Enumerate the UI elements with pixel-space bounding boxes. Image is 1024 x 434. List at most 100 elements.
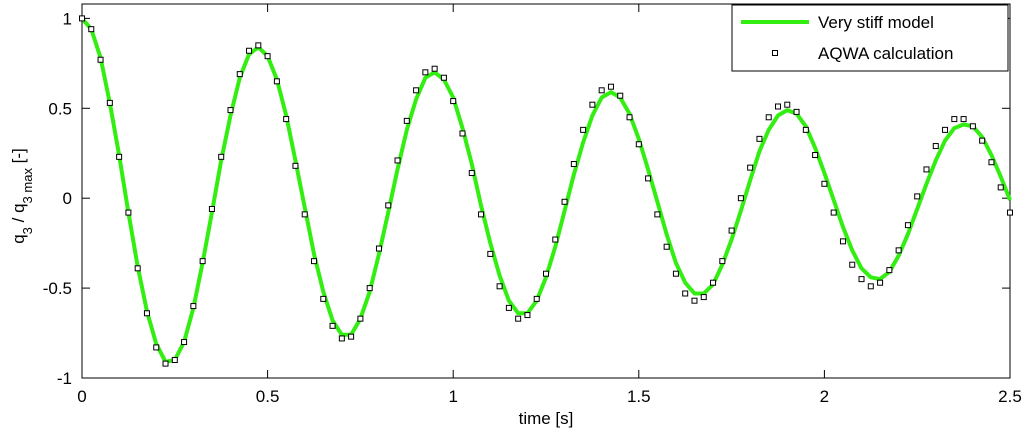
y-axis-label-part: q [9,234,28,243]
legend-label: Very stiff model [818,13,934,32]
x-axis-label: time [s] [519,409,574,428]
data-point [524,312,531,319]
data-point [125,209,132,216]
x-tick-label: 2.5 [998,387,1022,406]
data-point [691,297,698,304]
data-point [218,153,225,160]
data-point [645,175,652,182]
data-point [162,360,169,367]
data-point [375,245,382,252]
data-point [106,99,113,106]
y-axis-label-part: [-] [9,148,28,168]
data-point [635,141,642,148]
series-line [80,17,1012,364]
data-point [710,279,717,286]
data-point [496,283,503,290]
y-tick-label: -0.5 [43,279,72,298]
data-point [663,243,670,250]
data-point [88,26,95,33]
x-tick-label: 0 [77,387,86,406]
data-point [348,333,355,340]
data-point [886,267,893,274]
data-point [858,276,865,283]
data-point [942,126,949,133]
data-point [914,193,921,200]
data-point [839,238,846,245]
data-point [830,209,837,216]
data-point [552,236,559,243]
data-point [626,114,633,121]
data-point [255,42,262,49]
y-tick-label: 1 [63,9,72,28]
data-point [580,126,587,133]
data-point [236,71,243,78]
legend-label: AQWA calculation [818,44,953,63]
data-point [338,335,345,342]
data-point [320,295,327,302]
data-point [301,211,308,218]
data-point [329,322,336,329]
data-point [153,344,160,351]
y-tick-label: 0.5 [48,99,72,118]
y-tick-label: 0 [63,189,72,208]
data-point [487,250,494,257]
y-axis-label-part: 3 [20,227,35,234]
data-point [116,153,123,160]
data-point [468,170,475,177]
data-point [969,123,976,130]
data-point [357,315,364,322]
legend-box [731,4,1009,72]
data-point [181,339,188,346]
data-point [283,116,290,123]
data-point [756,135,763,142]
y-tick-label: -1 [57,369,72,388]
data-point [403,117,410,124]
data-point [366,285,373,292]
data-point [264,53,271,60]
data-point [747,164,754,171]
data-point [682,290,689,297]
x-tick-label: 0.5 [256,387,280,406]
data-point [171,357,178,364]
data-point [440,74,447,81]
data-point [867,283,874,290]
data-point [543,270,549,277]
data-point [802,126,809,133]
axes-box [81,3,1011,379]
data-point [311,258,317,265]
data-point [1007,209,1013,216]
data-point [821,180,828,187]
data-point [607,83,614,90]
data-point [654,211,661,218]
data-point [923,166,930,173]
data-point [932,143,939,150]
data-point [208,205,215,212]
legend-marker [772,50,778,56]
data-point [190,303,197,310]
data-point [737,195,744,202]
data-point [79,15,85,22]
data-point [849,261,856,268]
data-point [589,101,596,108]
y-axis-label: q3 / q3 max [-] [9,148,35,244]
data-point [97,56,104,63]
data-point [719,258,726,265]
data-point [988,159,995,166]
data-point [246,47,253,54]
data-point [143,310,150,317]
data-point [292,162,299,169]
data-point [570,161,577,168]
data-point [515,315,522,322]
data-point [134,265,141,272]
x-tick-label: 1 [448,387,457,406]
data-point [422,69,429,76]
data-point [672,270,679,277]
data-point [227,107,234,114]
data-point [904,222,911,229]
data-point [505,304,512,311]
data-point [960,116,967,123]
y-axis-label-part: / q [9,203,28,227]
data-point [997,184,1004,191]
data-point [895,247,902,254]
